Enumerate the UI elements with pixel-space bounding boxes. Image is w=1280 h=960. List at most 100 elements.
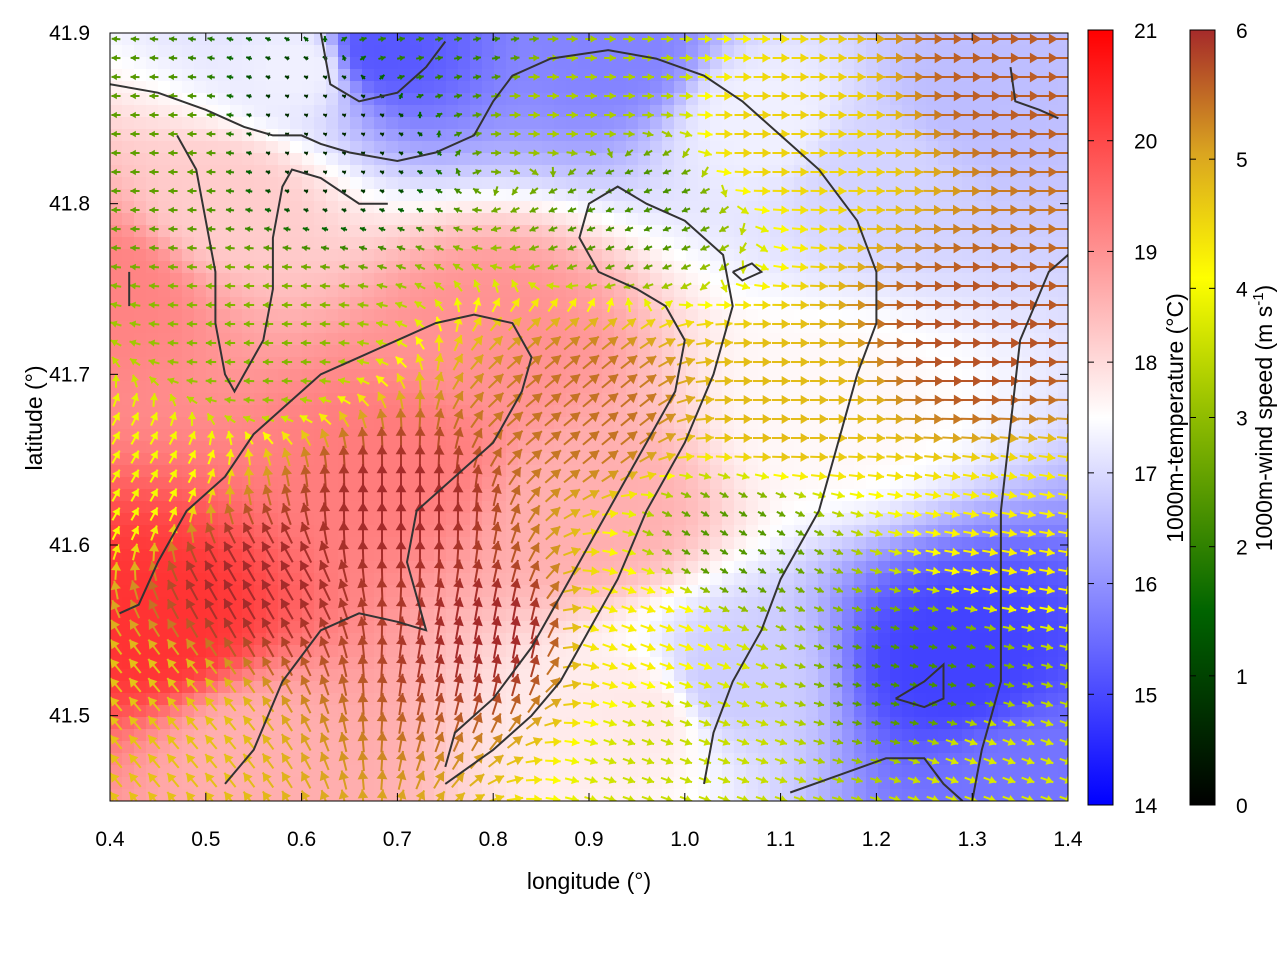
heatmap-cell bbox=[398, 249, 411, 262]
heatmap-cell bbox=[110, 117, 123, 130]
heatmap-cell bbox=[974, 573, 987, 586]
heatmap-cell bbox=[626, 765, 639, 778]
heatmap-cell bbox=[290, 573, 303, 586]
heatmap-cell bbox=[518, 153, 531, 166]
heatmap-cell bbox=[590, 273, 603, 286]
heatmap-cell bbox=[218, 129, 231, 142]
heatmap-cell bbox=[710, 765, 723, 778]
heatmap-cell bbox=[554, 249, 567, 262]
heatmap-cell bbox=[122, 249, 135, 262]
heatmap-cell bbox=[998, 93, 1011, 106]
heatmap-cell bbox=[494, 45, 507, 58]
heatmap-cell bbox=[482, 273, 495, 286]
heatmap-cell bbox=[218, 249, 231, 262]
heatmap-cell bbox=[134, 117, 147, 130]
heatmap-cell bbox=[674, 537, 687, 550]
heatmap-cell bbox=[206, 273, 219, 286]
heatmap-cell bbox=[350, 213, 363, 226]
heatmap-cell bbox=[374, 453, 387, 466]
heatmap-cell bbox=[158, 273, 171, 286]
heatmap-cell bbox=[602, 117, 615, 130]
heatmap-cell bbox=[674, 609, 687, 622]
heatmap-cell bbox=[254, 645, 267, 658]
heatmap-cell bbox=[626, 573, 639, 586]
heatmap-cell bbox=[290, 285, 303, 298]
heatmap-cell bbox=[758, 573, 771, 586]
heatmap-cell bbox=[218, 153, 231, 166]
heatmap-cell bbox=[242, 273, 255, 286]
heatmap-cell bbox=[134, 141, 147, 154]
heatmap-cell bbox=[194, 549, 207, 562]
heatmap-cell bbox=[914, 657, 927, 670]
heatmap-cell bbox=[1034, 681, 1047, 694]
heatmap-cell bbox=[326, 213, 339, 226]
heatmap-cell bbox=[290, 81, 303, 94]
heatmap-cell bbox=[206, 45, 219, 58]
heatmap-cell bbox=[830, 537, 843, 550]
heatmap-cell bbox=[614, 645, 627, 658]
heatmap-cell bbox=[350, 105, 363, 118]
heatmap-cell bbox=[578, 273, 591, 286]
heatmap-cell bbox=[914, 537, 927, 550]
heatmap-cell bbox=[842, 345, 855, 358]
heatmap-cell bbox=[998, 273, 1011, 286]
heatmap-cell bbox=[482, 45, 495, 58]
heatmap-cell bbox=[878, 669, 891, 682]
heatmap-cell bbox=[482, 189, 495, 202]
heatmap-cell bbox=[950, 309, 963, 322]
heatmap-cell bbox=[266, 177, 279, 190]
heatmap-cell bbox=[278, 33, 291, 46]
heatmap-cell bbox=[422, 513, 435, 526]
heatmap-cell bbox=[578, 705, 591, 718]
heatmap-cell bbox=[134, 33, 147, 46]
heatmap-cell bbox=[194, 501, 207, 514]
heatmap-cell bbox=[422, 501, 435, 514]
heatmap-cell bbox=[254, 117, 267, 130]
heatmap-cell bbox=[302, 69, 315, 82]
heatmap-cell bbox=[158, 381, 171, 394]
heatmap-cell bbox=[194, 429, 207, 442]
heatmap-cell bbox=[338, 213, 351, 226]
heatmap-cell bbox=[302, 345, 315, 358]
heatmap-cell bbox=[290, 729, 303, 742]
heatmap-cell bbox=[830, 213, 843, 226]
heatmap-cell bbox=[170, 309, 183, 322]
heatmap-cell bbox=[386, 777, 399, 790]
heatmap-cell bbox=[890, 345, 903, 358]
heatmap-cell bbox=[182, 309, 195, 322]
heatmap-cell bbox=[770, 357, 783, 370]
heatmap-cell bbox=[782, 753, 795, 766]
heatmap-cell bbox=[278, 249, 291, 262]
heatmap-cell bbox=[710, 489, 723, 502]
heatmap-cell bbox=[422, 417, 435, 430]
heatmap-cell bbox=[170, 381, 183, 394]
heatmap-cell bbox=[206, 345, 219, 358]
heatmap-cell bbox=[290, 693, 303, 706]
heatmap-cell bbox=[710, 633, 723, 646]
heatmap-cell bbox=[950, 537, 963, 550]
heatmap-cell bbox=[122, 345, 135, 358]
heatmap-cell bbox=[314, 225, 327, 238]
heatmap-cell bbox=[902, 537, 915, 550]
heatmap-cell bbox=[674, 69, 687, 82]
heatmap-cell bbox=[950, 729, 963, 742]
heatmap-cell bbox=[1010, 441, 1023, 454]
heatmap-cell bbox=[698, 345, 711, 358]
heatmap-cell bbox=[902, 309, 915, 322]
heatmap-cell bbox=[602, 573, 615, 586]
heatmap-cell bbox=[986, 633, 999, 646]
heatmap-cell bbox=[458, 153, 471, 166]
heatmap-cell bbox=[938, 405, 951, 418]
heatmap-cell bbox=[626, 729, 639, 742]
heatmap-cell bbox=[194, 477, 207, 490]
heatmap-cell bbox=[422, 81, 435, 94]
heatmap-cell bbox=[254, 57, 267, 70]
heatmap-cell bbox=[938, 741, 951, 754]
heatmap-cell bbox=[158, 501, 171, 514]
heatmap-cell bbox=[830, 501, 843, 514]
heatmap-cell bbox=[806, 585, 819, 598]
heatmap-cell bbox=[242, 105, 255, 118]
heatmap-cell bbox=[194, 405, 207, 418]
heatmap-cell bbox=[482, 357, 495, 370]
